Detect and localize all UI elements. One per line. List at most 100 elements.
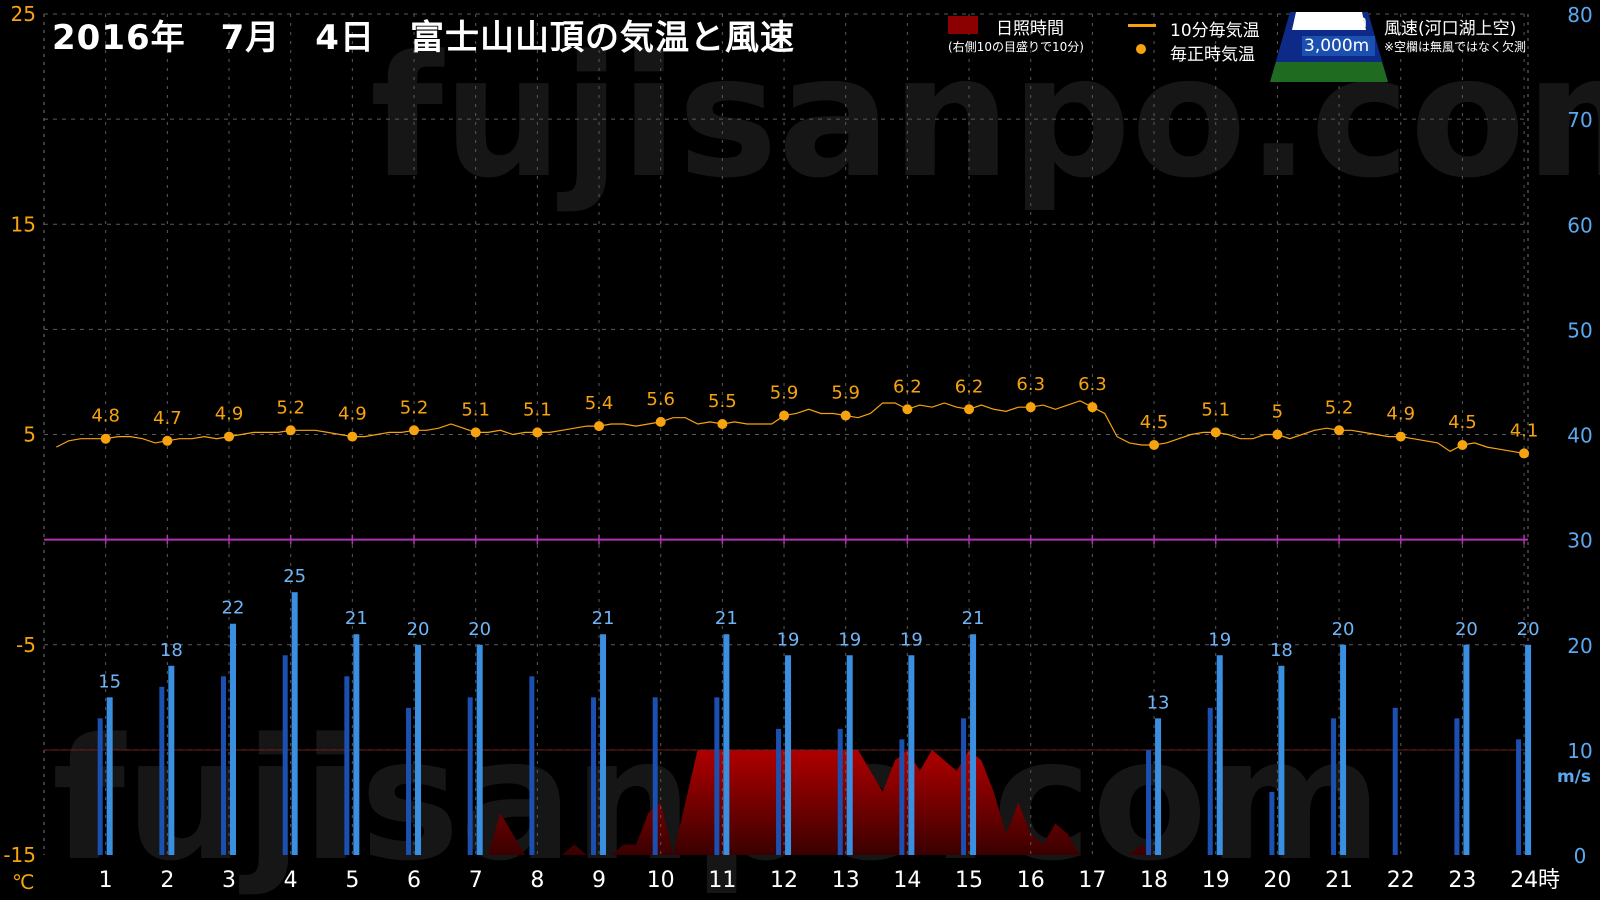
left-axis-tick-label: -5 [16,633,36,657]
hourly-temp-point [409,425,420,436]
wind-3000-bar [1516,739,1522,855]
hourly-temp-label: 4.9 [338,404,367,425]
wind-4000-label: 21 [592,608,615,629]
legend-sunshine-note: (右側10の目盛りで10分) [948,40,1084,54]
hourly-temp-label: 6.2 [893,376,922,397]
x-axis-tick-label: 13 [832,868,860,893]
hourly-temp-point [470,427,481,438]
hourly-temp-label: 4.9 [215,404,244,425]
x-axis-tick-label: 2 [160,868,174,893]
x-axis-tick-label: 19 [1202,868,1230,893]
hourly-temp-label: 5.1 [461,399,490,420]
x-axis-tick-label: 6 [407,868,421,893]
wind-3000-bar [714,697,720,855]
x-axis-tick-label: 17 [1078,868,1106,893]
right-axis-unit: m/s [1557,767,1591,787]
x-axis-tick-label: 14 [893,868,921,893]
right-axis-tick-label: 20 [1567,634,1592,658]
x-axis-tick-label: 23 [1448,868,1476,893]
wind-4000-bar [846,655,853,855]
x-axis-tick-label: 24 [1510,868,1538,893]
hourly-temp-point [902,404,913,415]
wind-4000-bar [1525,644,1532,855]
hourly-temp-point [1025,402,1036,413]
hourly-temp-label: 5.2 [276,397,305,418]
wind-4000-bar [970,634,977,855]
right-axis-tick-label: 50 [1567,318,1592,342]
wind-4000-label: 18 [160,640,183,661]
wind-4000-bar [291,592,298,855]
x-axis-tick-label: 8 [530,868,544,893]
x-axis-tick-label: 4 [284,868,298,893]
wind-3000-bar [221,676,227,855]
wind-4000-label: 25 [283,566,306,587]
x-axis-tick-label: 15 [955,868,983,893]
x-axis-tick-label: 16 [1017,868,1045,893]
right-axis-tick-label: 0 [1574,844,1587,868]
legend-wind-note: ※空欄は無風ではなく欠測 [1384,40,1527,54]
hourly-temp-point [285,425,296,436]
legend-wind-3000: 3,000m [1302,36,1376,56]
x-axis-tick-label: 3 [222,868,236,893]
x-axis-tick-label: 20 [1263,868,1291,893]
wind-3000-bar [1331,718,1337,855]
right-axis-tick-label: 40 [1567,424,1592,448]
left-axis: 25 15 5 -5 -15 ℃ [3,2,36,894]
hourly-temp-point [1395,431,1406,442]
hourly-temp-label: 5.4 [585,393,614,414]
wind-4000-bar [106,697,113,855]
wind-4000-label: 20 [1332,619,1355,640]
hourly-temp-point [1457,440,1468,451]
wind-4000-bar [600,634,607,855]
hourly-temp-point [100,433,111,444]
chart-title: 2016年 7月 4日 富士山山頂の気温と風速 [52,18,795,58]
wind-4000-label: 22 [222,598,245,619]
hourly-temp-point [347,431,358,442]
wind-4000-bar [723,634,730,855]
hourly-temp-point [717,418,728,429]
hourly-temp-point [1210,427,1221,438]
wind-4000-label: 19 [1208,629,1231,650]
hourly-temp-point [532,427,543,438]
hourly-temp-label: 5.2 [400,397,429,418]
watermark-text-top: fujisanpo.com [370,19,1600,215]
wind-4000-bar [1216,655,1223,855]
right-axis-tick-label: 80 [1567,3,1592,27]
legend-sunshine-swatch [948,16,978,34]
wind-3000-bar [1269,791,1275,855]
right-axis-tick-label: 10 [1567,739,1592,763]
hourly-temp-label: 5 [1272,402,1283,423]
x-axis-tick-label: 1 [99,868,113,893]
hourly-temp-label: 5.9 [770,383,799,404]
wind-4000-label: 20 [1455,619,1478,640]
hourly-temp-point [964,404,975,415]
hourly-temp-point [1087,402,1098,413]
wind-3000-bar [1207,707,1213,855]
wind-4000-label: 20 [407,619,430,640]
wind-3000-bar [1454,718,1460,855]
wind-4000-label: 18 [1270,640,1293,661]
wind-3000-bar [652,697,658,855]
hourly-temp-label: 6.3 [1016,374,1045,395]
wind-4000-label: 20 [468,619,491,640]
wind-3000-bar [1392,707,1398,855]
wind-3000-bar [467,697,473,855]
hourly-temp-label: 4.1 [1510,420,1539,441]
wind-4000-label: 21 [715,608,738,629]
wind-3000-bar [837,728,843,855]
wind-3000-bar [97,718,103,855]
x-axis-tick-label: 21 [1325,868,1353,893]
x-axis-unit: 時 [1538,868,1560,893]
wind-4000-bar [415,644,422,855]
hourly-temp-point [162,435,173,446]
hourly-temp-point [224,431,235,442]
wind-4000-bar [1155,718,1162,855]
legend-temp-hourly: 毎正時気温 [1170,45,1255,65]
x-axis-tick-label: 12 [770,868,798,893]
mountain-snow-icon [1292,12,1366,30]
wind-3000-bar [529,676,535,855]
wind-3000-bar [1146,749,1152,855]
hourly-temp-label: 5.1 [523,399,552,420]
wind-4000-label: 20 [1517,619,1540,640]
left-axis-tick-label: 5 [23,423,36,447]
